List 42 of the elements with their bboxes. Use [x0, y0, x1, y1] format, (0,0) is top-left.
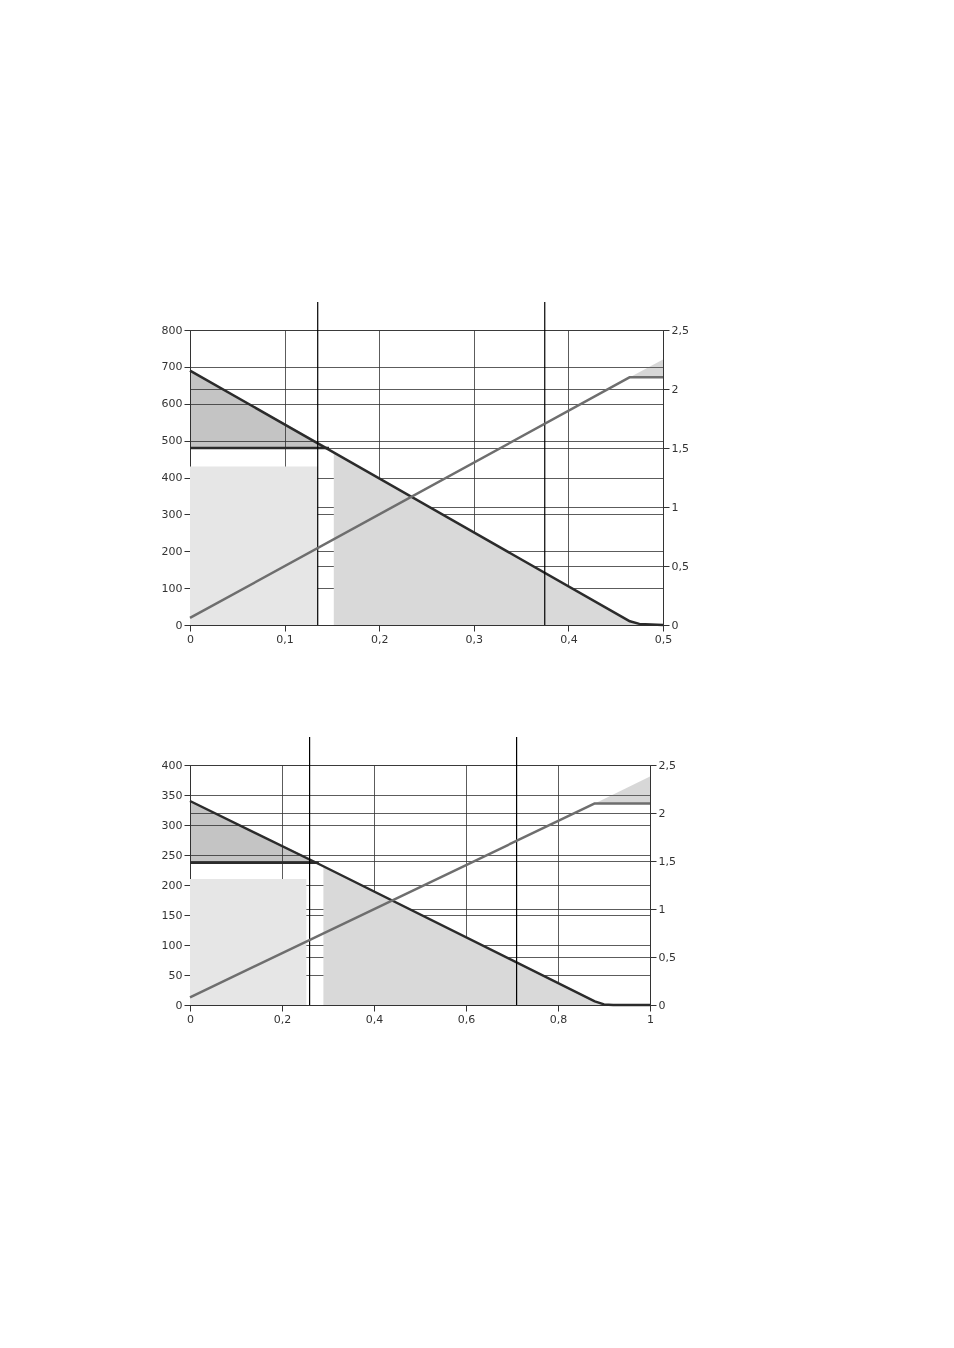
y-tick-label: 0 [175, 998, 183, 1012]
y2-tick-label: 2 [658, 806, 666, 820]
y-tick-label: 100 [161, 581, 183, 595]
y-tick-label: 700 [161, 360, 183, 374]
y2-tick-label: 1,5 [671, 441, 689, 455]
x-tick-label: 0,2 [370, 632, 389, 646]
y-tick-label: 100 [161, 938, 183, 952]
y-tick-label: 400 [161, 471, 183, 484]
y2-tick-label: 0,5 [671, 559, 689, 573]
y-tick-label: 500 [161, 434, 183, 448]
x-tick-label: 0,2 [273, 1012, 292, 1026]
y2-tick-label: 0 [671, 618, 679, 632]
x-tick-label: 1 [647, 1012, 654, 1026]
y-tick-label: 200 [161, 544, 183, 558]
x-tick-label: 0,4 [560, 632, 578, 646]
y-tick-label: 350 [161, 788, 183, 802]
x-tick-label: 0,5 [654, 632, 673, 646]
y-tick-label: 300 [161, 818, 183, 832]
x-tick-label: 0,6 [457, 1012, 476, 1026]
y-tick-label: 250 [161, 848, 183, 862]
y-tick-label: 300 [161, 507, 183, 521]
x-tick-label: 0,1 [276, 632, 294, 646]
y-tick-label: 400 [161, 758, 183, 772]
y2-tick-label: 2,5 [671, 323, 689, 337]
y-tick-label: 600 [161, 397, 183, 411]
y2-tick-label: 2 [671, 382, 679, 396]
y2-tick-label: 1 [658, 902, 666, 916]
y2-tick-label: 1,5 [658, 854, 676, 868]
y-tick-label: 800 [161, 323, 183, 337]
y2-tick-label: 1 [671, 500, 679, 514]
y-tick-label: 50 [168, 968, 183, 982]
x-tick-label: 0 [187, 1012, 194, 1026]
y-tick-label: 150 [161, 908, 183, 922]
y2-tick-label: 0,5 [658, 950, 676, 964]
y-tick-label: 0 [175, 618, 183, 632]
x-tick-label: 0,8 [549, 1012, 568, 1026]
x-tick-label: 0 [187, 632, 194, 646]
y-tick-label: 200 [161, 878, 183, 892]
y2-tick-label: 0 [658, 998, 666, 1012]
x-tick-label: 0,3 [465, 632, 484, 646]
y2-tick-label: 2,5 [658, 758, 676, 772]
x-tick-label: 0,4 [365, 1012, 384, 1026]
